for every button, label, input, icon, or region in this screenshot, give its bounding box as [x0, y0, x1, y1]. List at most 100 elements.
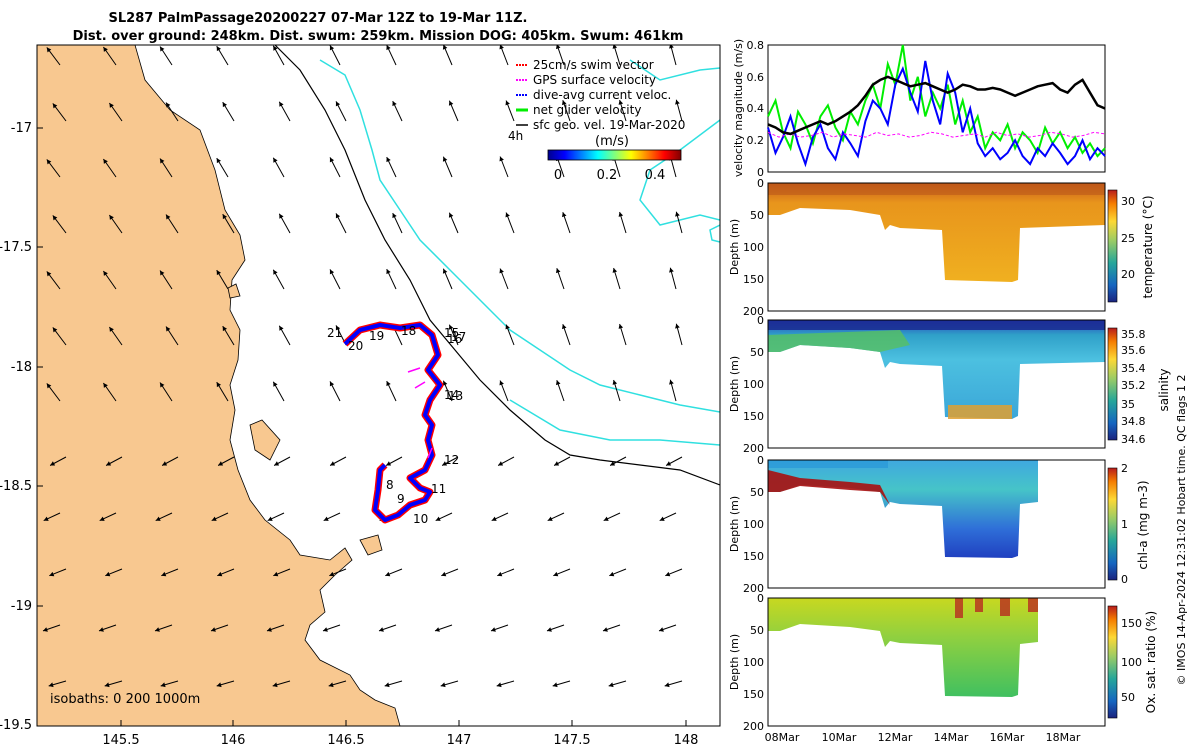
geo-velocity-arrowhead	[166, 102, 171, 108]
legend-item-gps: GPS surface velocity	[516, 73, 656, 87]
geo-velocity-arrowhead	[330, 461, 336, 466]
day-label: 8	[386, 478, 394, 492]
x-tick: 146	[221, 733, 246, 748]
geo-velocity-arrowhead	[46, 159, 52, 165]
geo-velocity-arrowhead	[216, 46, 221, 52]
island	[249, 419, 281, 461]
geo-velocity-arrowhead	[103, 159, 108, 164]
geo-velocity-arrowhead	[279, 325, 284, 331]
geo-velocity-arrowhead	[103, 47, 108, 52]
oxygen-panel: 50 100 150 Ox. sat. ratio (%) 0 50 100 1…	[728, 592, 1158, 744]
geo-velocity-arrowhead	[491, 627, 496, 632]
temperature-colorbar-ticks: 20 25 30	[1121, 195, 1135, 281]
geo-velocity-arrowhead	[109, 103, 114, 108]
chl-colorbar-label: chl-a (mg m-3)	[1136, 480, 1150, 569]
salinity-bottom-layer	[948, 405, 1012, 419]
map-panel: 21 20 19 18 15 16 17 14 13 12 11 10 9 8 …	[0, 44, 721, 748]
y-tick: 0	[757, 177, 764, 190]
geo-velocity-arrowhead	[612, 45, 618, 49]
colorbar-tick: 1	[1121, 518, 1128, 531]
geo-velocity-arrowhead	[556, 380, 561, 386]
chl-y-ticks: 0 50 100 150 200	[743, 454, 764, 595]
y-tick: 0	[757, 454, 764, 467]
temperature-y-ticks: 0 50 100 150 200	[743, 177, 764, 318]
geo-velocity-arrowhead	[273, 157, 278, 163]
colorbar-tick: 30	[1121, 195, 1135, 208]
map-y-ticks: -17 -17.5 -18 -18.5 -19 -19.5	[0, 121, 32, 733]
colorbar-tick: 150	[1121, 617, 1142, 630]
y-tick: 50	[750, 209, 764, 222]
geo-velocity-arrowhead	[160, 382, 165, 388]
x-tick: 146.5	[327, 733, 364, 748]
geo-velocity-arrowhead	[279, 101, 284, 107]
geo-velocity-arrowhead	[155, 627, 160, 632]
day-label: 12	[444, 453, 459, 467]
geo-velocity-arrowhead	[216, 158, 221, 164]
map-legend: 25cm/s swim vector GPS surface velocity …	[508, 58, 685, 183]
geo-velocity-arrowhead	[48, 682, 54, 688]
day-labels: 21 20 19 18 15 16 17 14 13 12 11 10 9 8	[327, 324, 466, 526]
velocity-series-line	[767, 131, 1106, 138]
chl-axes	[767, 459, 1106, 589]
geo-velocity-arrowhead	[52, 327, 58, 333]
geo-velocity-arrowhead	[499, 268, 504, 274]
geo-velocity-arrowhead	[329, 157, 335, 163]
geo-velocity-arrowhead	[618, 100, 624, 105]
geo-velocity-arrowhead	[612, 380, 618, 385]
oxygen-y-label: Depth (m)	[728, 634, 741, 690]
geo-velocity-arrowhead	[392, 101, 397, 107]
y-tick: 150	[743, 688, 764, 701]
salinity-panel: 34.6 34.8 35 35.2 35.4 35.6 35.8 salinit…	[728, 314, 1171, 455]
velocity-series	[767, 44, 1106, 168]
colorbar-tick: 0.2	[597, 168, 618, 183]
y-tick: -17	[11, 121, 32, 136]
geo-velocity-arrowhead	[52, 215, 58, 221]
velocity-panel: 0 0.2 0.4 0.6 0.8 velocity magnitude (m/…	[732, 39, 1106, 179]
y-tick: 0.2	[747, 134, 765, 147]
chl-max-layer	[768, 470, 890, 505]
geo-velocity-arrowhead	[669, 379, 674, 385]
geo-velocity-arrowhead	[335, 101, 341, 107]
oxygen-colorbar	[1107, 605, 1118, 719]
geo-velocity-arrowhead	[109, 215, 114, 220]
x-tick: 16Mar	[990, 731, 1025, 744]
isobath-1000m-east	[509, 399, 720, 446]
geo-velocity-arrowhead	[273, 571, 279, 577]
geo-velocity-arrowhead	[496, 682, 502, 688]
geo-velocity-arrowhead	[554, 461, 560, 466]
geo-velocity-arrowhead	[335, 213, 341, 219]
geo-velocity-arrowhead	[603, 516, 609, 521]
geo-velocity-arrowhead	[618, 324, 624, 329]
geo-velocity-arrowhead	[160, 158, 165, 164]
geo-velocity-arrowhead	[216, 270, 221, 276]
geo-velocity-arrowhead	[99, 516, 105, 521]
geo-velocity-arrowhead	[562, 324, 567, 330]
geo-velocity-arrowhead	[562, 212, 567, 218]
geo-velocity-arrowhead	[499, 380, 504, 386]
oxygen-colorbar-ticks: 50 100 150	[1121, 617, 1142, 704]
geo-velocity-arrowhead	[335, 325, 341, 331]
geo-velocity-arrowhead	[491, 516, 497, 521]
y-tick: 50	[750, 346, 764, 359]
colorbar-tick: 0.4	[645, 168, 666, 183]
geo-velocity-arrowhead	[442, 45, 448, 50]
y-tick: 200	[743, 720, 764, 733]
velocity-y-label: velocity magnitude (m/s)	[732, 39, 745, 177]
geo-velocity-arrowhead	[547, 516, 553, 521]
x-tick: 148	[674, 733, 699, 748]
geo-velocity-arrowhead	[435, 516, 441, 521]
geo-velocity-arrowhead	[329, 571, 335, 577]
geo-velocity-arrowhead	[386, 461, 392, 466]
geo-velocity-arrowhead	[386, 381, 391, 387]
salinity-colorbar-label: salinity	[1157, 368, 1171, 411]
geo-velocity-arrowhead	[267, 516, 273, 521]
glider-track-blue	[343, 323, 442, 522]
day-label: 16	[447, 332, 462, 346]
y-tick: 200	[743, 305, 764, 318]
oxygen-colorbar-label: Ox. sat. ratio (%)	[1144, 611, 1158, 713]
credit-text: © IMOS 14-Apr-2024 12:31:02 Hobart time.…	[1175, 375, 1188, 686]
y-tick: 100	[743, 378, 764, 391]
y-tick: 200	[743, 442, 764, 455]
geo-velocity-arrowhead	[499, 156, 504, 162]
colorbar-tick: 0	[1121, 573, 1128, 586]
